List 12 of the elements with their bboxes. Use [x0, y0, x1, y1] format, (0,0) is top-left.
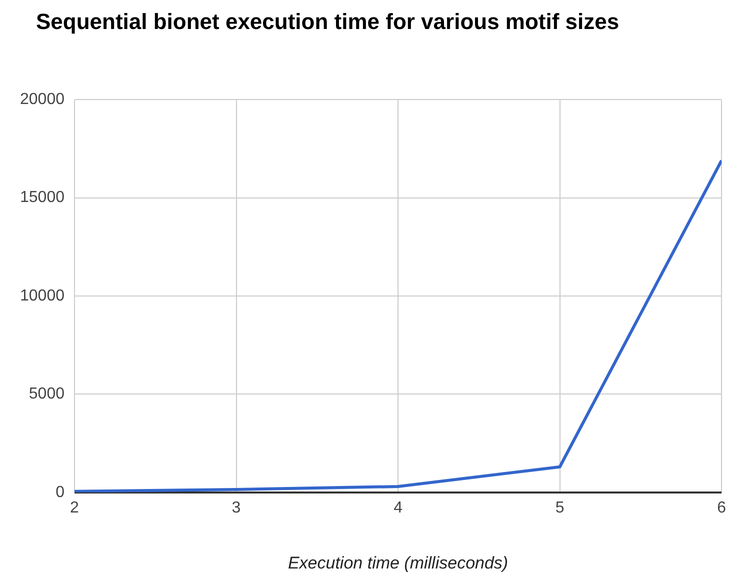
y-tick-label: 10000	[20, 287, 65, 304]
y-tick-label: 0	[56, 484, 65, 501]
x-tick-label: 2	[70, 499, 80, 516]
y-tick-label: 15000	[20, 189, 65, 206]
y-tick-label: 5000	[28, 386, 65, 403]
x-tick-label: 5	[555, 499, 564, 516]
x-tick-label: 3	[232, 499, 241, 516]
x-tick-label: 4	[394, 499, 403, 516]
chart-title: Sequential bionet execution time for various motif sizes	[36, 8, 620, 36]
x-tick-label: 6	[717, 499, 726, 516]
x-axis-title: Execution time (milliseconds)	[288, 554, 508, 573]
y-tick-label: 20000	[20, 91, 65, 108]
